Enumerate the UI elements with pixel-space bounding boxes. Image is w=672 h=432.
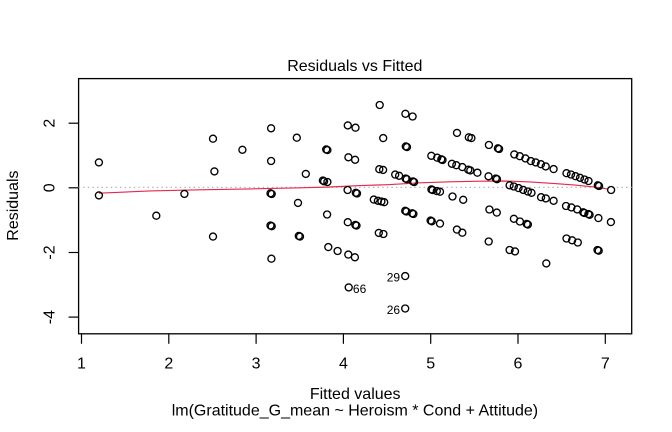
svg-text:29: 29 [387,270,401,284]
svg-text:4: 4 [339,356,348,373]
svg-text:Residuals vs Fitted: Residuals vs Fitted [287,58,422,75]
svg-text:Fitted values: Fitted values [310,386,401,403]
svg-text:26: 26 [387,303,401,317]
svg-text:Residuals: Residuals [5,170,22,240]
svg-text:66: 66 [353,282,367,296]
svg-text:3: 3 [252,356,261,373]
svg-text:6: 6 [514,356,523,373]
svg-text:-2: -2 [42,245,59,259]
svg-text:0: 0 [42,183,59,192]
svg-text:1: 1 [77,356,86,373]
svg-text:-4: -4 [42,310,59,324]
svg-text:lm(Gratitude_G_mean ~ Heroism: lm(Gratitude_G_mean ~ Heroism * Cond + A… [172,403,538,420]
svg-text:7: 7 [601,356,610,373]
svg-text:2: 2 [164,356,173,373]
svg-text:5: 5 [426,356,435,373]
svg-text:2: 2 [42,119,59,128]
